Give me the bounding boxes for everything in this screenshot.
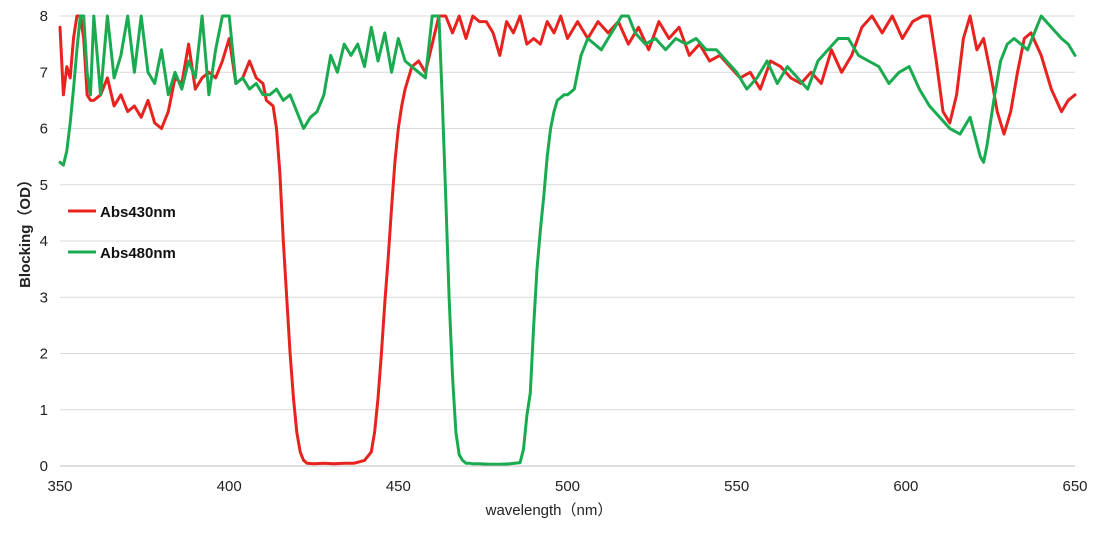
y-tick-label-3: 3: [40, 289, 48, 306]
legend: Abs430nm Abs480nm: [68, 204, 176, 262]
legend-label-abs480nm: Abs480nm: [100, 245, 176, 262]
y-tick-label-1: 1: [40, 402, 48, 419]
y-tick-label-4: 4: [40, 233, 48, 250]
series-line-abs430nm: [58, 14, 1077, 466]
legend-label-abs430nm: Abs430nm: [100, 204, 176, 221]
x-axis-title: wavelength（nm）: [485, 502, 613, 519]
grid: [60, 15, 1075, 411]
y-tick-label-7: 7: [40, 64, 48, 81]
y-axis-title: Blocking（OD）: [16, 172, 34, 288]
series-line-abs480nm: [58, 14, 1077, 466]
x-tick-label-600: 600: [893, 478, 918, 495]
series-layer: [58, 14, 1077, 466]
y-tick-label-2: 2: [40, 346, 48, 363]
x-tick-label-450: 450: [386, 478, 411, 495]
y-tick-label-0: 0: [40, 458, 48, 475]
y-tick-label-6: 6: [40, 121, 48, 138]
y-tick-label-5: 5: [40, 177, 48, 194]
x-tick-labels: 350 400 450 500 550 600 650: [47, 478, 1087, 495]
x-tick-label-350: 350: [47, 478, 72, 495]
x-tick-label-650: 650: [1062, 478, 1087, 495]
x-tick-label-500: 500: [555, 478, 580, 495]
x-tick-label-550: 550: [724, 478, 749, 495]
x-tick-label-400: 400: [217, 478, 242, 495]
y-tick-label-8: 8: [40, 8, 48, 25]
y-tick-labels: 0 1 2 3 4 5 6 7 8: [40, 8, 48, 475]
